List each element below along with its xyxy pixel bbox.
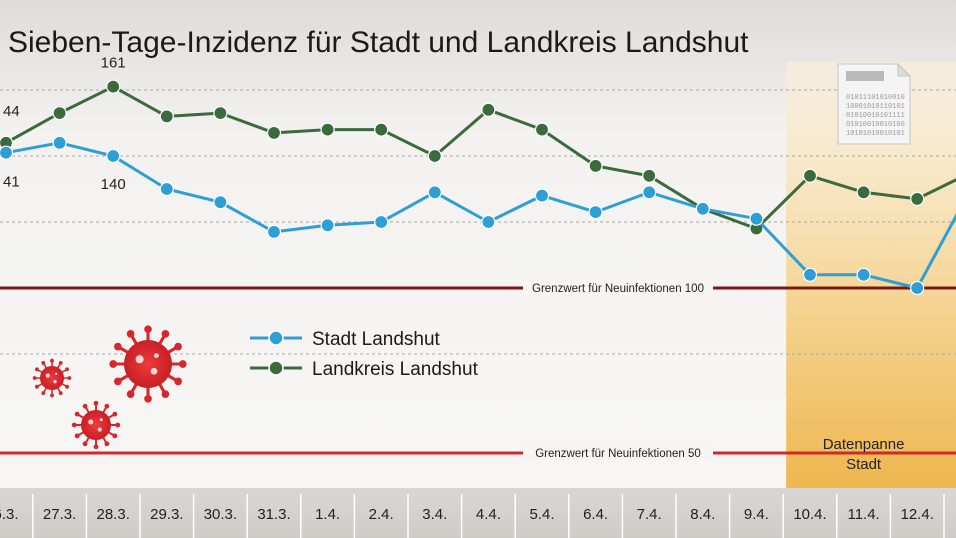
x-tick-label-16: 11.4. [847, 506, 879, 523]
file-line-4: 01010010010100 [846, 121, 905, 129]
x-tick-label-3: 29.3. [150, 506, 183, 523]
series-0-point-15 [802, 267, 818, 282]
legend-label-landkreis: Landkreis Landshut [312, 359, 479, 380]
file-line-2: 10001010110101 [846, 103, 905, 111]
series-0-point-4 [213, 195, 228, 210]
series-0-point-6 [320, 218, 335, 233]
point-label-0: 161 [101, 55, 126, 72]
series-0-point-3 [159, 181, 174, 197]
series-1-point-12 [642, 168, 657, 183]
reference-label-0: Grenzwert für Neuinfektionen 100 [532, 283, 704, 295]
series-0-point-2 [106, 148, 121, 164]
point-labels: 161 140 44 41 [3, 55, 126, 193]
series-0-point-1 [52, 135, 67, 150]
x-tick-label-2: 28.3. [97, 506, 130, 523]
series-1-point-16 [856, 185, 871, 200]
reference-label-bg-0 [523, 279, 713, 297]
x-tick-label-13: 8.4. [690, 506, 715, 523]
legend: Stadt Landshut Landkreis Landshut [250, 329, 479, 380]
series-1-point-5 [266, 125, 282, 140]
x-tick-label-9: 4.4. [476, 506, 501, 523]
x-tick-label-17: 12.4. [901, 506, 934, 523]
reference-label-bg-1 [523, 444, 713, 462]
series-1-point-4 [213, 105, 228, 121]
x-tick-label-8: 3.4. [422, 506, 447, 523]
series-1-point-10 [534, 122, 550, 137]
legend-marker-stadt [268, 330, 284, 346]
legend-marker-landkreis [268, 360, 284, 376]
x-tick-label-6: 1.4. [315, 506, 340, 523]
x-tick-label-12: 7.4. [637, 506, 662, 523]
series-0-point-11 [588, 205, 603, 220]
x-tick-label-0: 6.3. [0, 506, 19, 523]
point-label-1: 140 [101, 176, 126, 193]
x-tick-label-10: 5.4. [529, 506, 554, 523]
x-tick-label-15: 10.4. [793, 506, 826, 523]
virus-icon [71, 400, 121, 450]
series-1-point-3 [159, 109, 174, 124]
series-0-point-8 [427, 185, 442, 200]
data-file-icon: 01011101010010 10001010110101 0101001010… [837, 62, 912, 145]
series-1-point-17 [910, 191, 925, 206]
file-line-1: 01011101010010 [846, 94, 905, 102]
reference-label-1: Grenzwert für Neuinfektionen 50 [535, 448, 701, 460]
series [0, 79, 956, 296]
series-1-point-1 [52, 105, 67, 121]
series-1-point-2 [106, 79, 121, 94]
chart-title: Sieben-Tage-Inzidenz für Stadt und Landk… [8, 26, 749, 59]
series-0-point-9 [481, 214, 496, 230]
x-tick-label-14: 9.4. [744, 506, 769, 523]
series-0-point-7 [374, 214, 389, 230]
band-label-line1: Datenpanne [823, 436, 905, 453]
file-line-5: 10101010010101 [846, 130, 905, 138]
virus-icons [32, 325, 187, 450]
series-1-point-11 [588, 158, 603, 173]
series-0-point-12 [642, 185, 657, 200]
series-1-point-15 [802, 168, 818, 183]
series-0-point-0 [0, 145, 14, 160]
series-0-point-5 [266, 224, 282, 239]
series-0-point-16 [856, 267, 871, 282]
series-0-point-17 [910, 280, 925, 296]
virus-icon [109, 325, 187, 403]
series-0-point-14 [749, 211, 764, 226]
band-label-line2: Stadt [846, 456, 882, 473]
x-axis-ticks: 6.3. 27.3. 28.3. 29.3. 30.3. 31.3. 1.4. 2.4. 3.4… [0, 494, 945, 538]
series-1-point-6 [320, 122, 335, 137]
series-0-point-10 [534, 188, 550, 203]
x-tick-label-7: 2.4. [369, 506, 394, 523]
reference-lines: Grenzwert für Neuinfektionen 100 Grenzwer… [0, 279, 956, 462]
x-tick-label-11: 6.4. [583, 506, 608, 523]
point-label-3: 41 [3, 174, 20, 191]
legend-label-stadt: Stadt Landshut [312, 329, 441, 350]
x-tick-label-4: 30.3. [204, 506, 237, 523]
point-label-2: 44 [3, 103, 20, 120]
file-line-3: 01010010101111 [846, 112, 905, 120]
series-0-point-13 [695, 201, 710, 216]
virus-icon [32, 358, 72, 398]
series-1-point-9 [481, 102, 496, 117]
series-1-point-7 [374, 122, 389, 137]
series-1-point-8 [427, 148, 442, 164]
x-tick-label-1: 27.3. [43, 506, 76, 523]
x-tick-label-5: 31.3. [257, 506, 290, 523]
